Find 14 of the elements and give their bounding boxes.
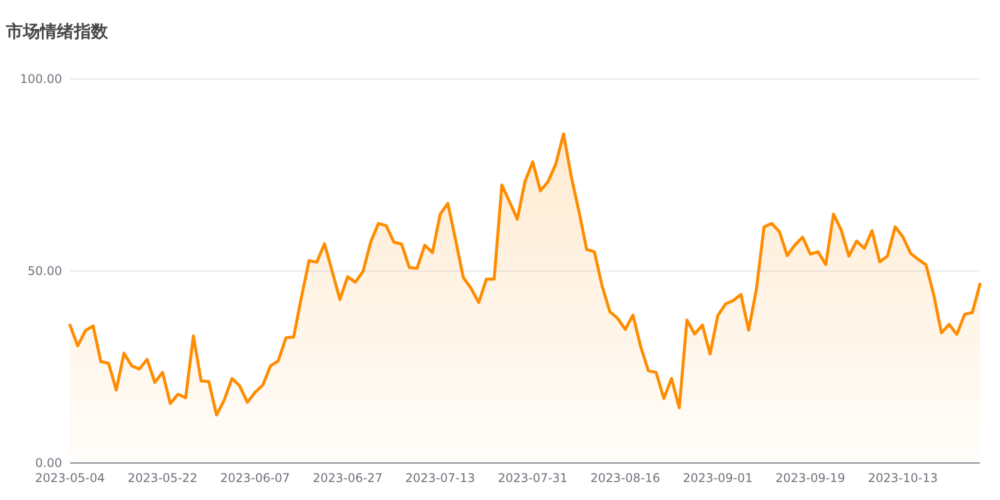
x-tick-label: 2023-05-22 bbox=[128, 471, 198, 485]
x-tick-label: 2023-10-13 bbox=[868, 471, 938, 485]
y-tick-label: 0.00 bbox=[35, 456, 62, 470]
x-tick-label: 2023-07-31 bbox=[498, 471, 568, 485]
x-tick-label: 2023-05-04 bbox=[35, 471, 105, 485]
x-tick-label: 2023-09-01 bbox=[682, 471, 753, 485]
x-tick-label: 2023-06-27 bbox=[312, 471, 382, 485]
x-tick-label: 2023-09-19 bbox=[775, 471, 846, 485]
x-tick-label: 2023-07-13 bbox=[405, 471, 476, 485]
y-tick-label: 50.00 bbox=[28, 264, 62, 278]
chart-title: 市场情绪指数 bbox=[5, 22, 109, 42]
y-tick-label: 100.00 bbox=[20, 72, 62, 86]
x-tick-label: 2023-08-16 bbox=[590, 471, 660, 485]
x-tick-label: 2023-06-07 bbox=[220, 471, 290, 485]
